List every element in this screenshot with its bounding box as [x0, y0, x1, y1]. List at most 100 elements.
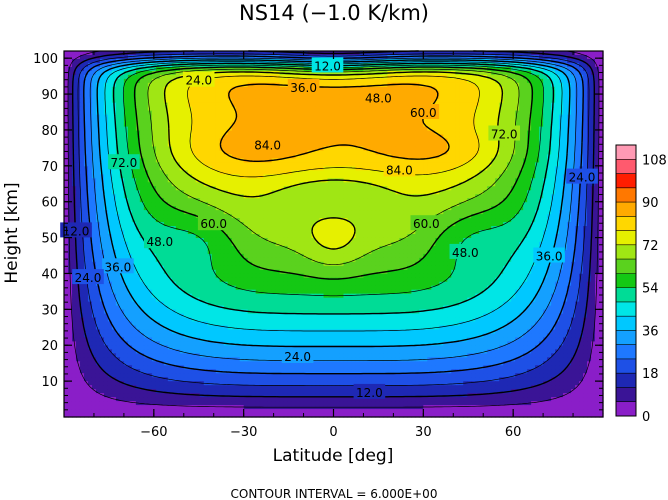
contour-cell	[259, 74, 265, 80]
contour-cell	[299, 114, 305, 120]
contour-cell	[203, 186, 209, 191]
contour-cell	[87, 70, 93, 76]
contour-cell	[355, 174, 361, 179]
contour-cell	[527, 182, 532, 187]
contour-cell	[183, 182, 189, 187]
contour-cell	[387, 126, 392, 132]
contour-cell	[447, 66, 452, 72]
contour-cell	[111, 190, 117, 195]
contour-cell	[551, 174, 556, 179]
contour-cell	[467, 98, 472, 104]
contour-cell	[199, 158, 205, 163]
contour-cell	[435, 78, 440, 84]
contour-cell	[367, 134, 373, 140]
contour-cell	[407, 78, 412, 84]
contour-cell	[483, 162, 488, 167]
contour-cell	[111, 118, 117, 124]
contour-cell	[143, 138, 149, 144]
contour-cell	[251, 122, 257, 128]
contour-cell	[547, 162, 552, 167]
contour-cell	[583, 130, 588, 136]
contour-cell	[439, 126, 444, 132]
contour-cell	[363, 126, 369, 132]
contour-cell	[203, 110, 209, 116]
contour-cell	[315, 94, 321, 100]
contour-cell	[91, 82, 97, 88]
contour-cell	[571, 102, 576, 108]
contour-cell	[163, 166, 169, 171]
contour-cell	[451, 66, 456, 72]
contour-cell	[391, 78, 396, 84]
contour-cell	[239, 134, 245, 140]
contour-cell	[587, 102, 592, 108]
contour-cell	[379, 170, 384, 175]
contour-cell	[395, 150, 400, 156]
contour-cell	[239, 70, 245, 76]
contour-cell	[223, 134, 229, 140]
contour-cell	[367, 166, 373, 171]
contour-cell	[483, 186, 488, 191]
contour-cell	[195, 174, 201, 179]
contour-cell	[323, 134, 329, 140]
contour-cell	[335, 182, 341, 187]
contour-cell	[483, 138, 488, 144]
contour-cell	[383, 138, 388, 144]
contour-cell	[263, 66, 269, 72]
contour-cell	[163, 186, 169, 191]
contour-cell	[491, 162, 496, 167]
contour-cell	[247, 94, 253, 100]
contour-cell	[283, 110, 289, 116]
contour-cell	[167, 126, 173, 132]
contour-cell	[75, 170, 81, 175]
contour-cell	[499, 51, 504, 56]
contour-cell	[111, 142, 117, 148]
contour-cell	[331, 98, 337, 104]
contour-cell	[235, 158, 241, 163]
contour-cell	[519, 186, 524, 191]
contour-cell	[147, 182, 153, 187]
contour-cell	[127, 98, 133, 104]
contour-cell	[159, 98, 165, 104]
contour-cell	[427, 186, 432, 191]
contour-cell	[507, 70, 512, 76]
contour-cell	[435, 118, 440, 124]
contour-cell	[355, 126, 361, 132]
contour-cell	[287, 186, 293, 191]
contour-cell	[327, 138, 333, 144]
contour-cell	[275, 78, 281, 84]
contour-cell	[111, 130, 117, 136]
contour-cell	[343, 170, 349, 175]
contour-cell	[315, 186, 321, 191]
contour-cell	[403, 102, 408, 108]
contour-cell	[111, 62, 117, 68]
contour-cell	[119, 190, 125, 195]
contour-cell	[307, 170, 313, 175]
contour-cell	[331, 150, 337, 156]
contour-cell	[119, 74, 125, 80]
contour-cell	[547, 190, 552, 195]
contour-cell	[379, 154, 384, 160]
contour-cell	[191, 114, 197, 120]
contour-cell	[275, 182, 281, 187]
contour-cell	[415, 134, 420, 140]
contour-cell	[507, 82, 512, 88]
contour-cell	[559, 51, 564, 56]
contour-cell	[403, 150, 408, 156]
contour-cell	[323, 190, 329, 195]
contour-cell	[367, 182, 373, 187]
contour-cell	[155, 86, 161, 92]
contour-cell	[167, 122, 173, 128]
contour-cell	[231, 134, 237, 140]
contour-cell	[475, 78, 480, 84]
contour-cell	[103, 82, 109, 88]
contour-cell	[583, 142, 588, 148]
contour-cell	[403, 90, 408, 96]
contour-cell	[335, 190, 341, 195]
contour-cell	[407, 130, 412, 136]
contour-cell	[243, 106, 249, 112]
contour-cell	[471, 126, 476, 132]
contour-cell	[543, 134, 548, 140]
contour-cell	[107, 94, 113, 100]
contour-cell	[467, 162, 472, 167]
contour-cell	[135, 122, 141, 128]
